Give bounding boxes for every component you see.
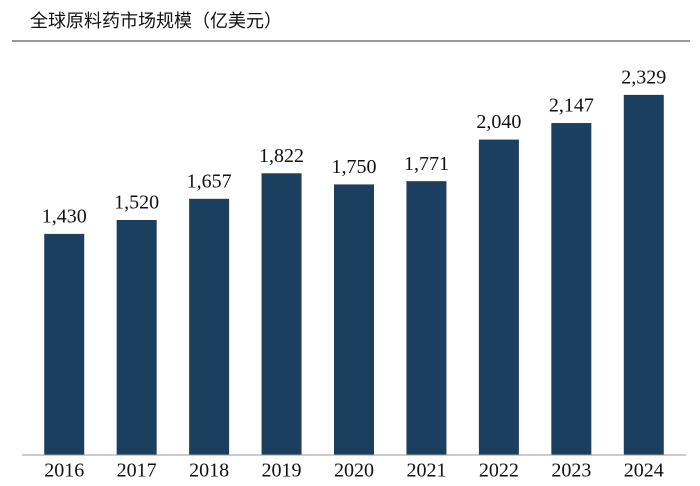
x-tick-label: 2018 bbox=[189, 460, 229, 482]
bar bbox=[478, 139, 519, 456]
value-label: 1,771 bbox=[404, 153, 449, 175]
value-label: 1,822 bbox=[259, 145, 304, 167]
x-tick-label: 2020 bbox=[334, 460, 374, 482]
bar bbox=[44, 233, 85, 455]
x-tick-label: 2021 bbox=[406, 460, 446, 482]
x-tick-label: 2016 bbox=[44, 460, 84, 482]
bar bbox=[116, 219, 157, 455]
bar bbox=[334, 184, 374, 455]
bar bbox=[623, 94, 664, 456]
value-label: 1,520 bbox=[114, 192, 159, 214]
bar bbox=[551, 123, 592, 455]
x-tick-label: 2017 bbox=[117, 460, 157, 482]
value-label: 2,147 bbox=[549, 95, 594, 117]
x-tick-label: 2023 bbox=[551, 460, 591, 482]
value-label: 2,329 bbox=[621, 66, 666, 88]
x-tick-label: 2024 bbox=[624, 460, 664, 482]
bar bbox=[406, 181, 447, 455]
value-label: 2,040 bbox=[476, 111, 521, 133]
x-tick-label: 2019 bbox=[262, 460, 302, 482]
x-tick-label: 2022 bbox=[479, 460, 519, 482]
bar bbox=[261, 173, 302, 455]
chart-title: 全球原料药市场规模（亿美元） bbox=[30, 11, 282, 32]
value-label: 1,657 bbox=[187, 170, 232, 192]
value-label: 1,430 bbox=[42, 205, 87, 227]
value-label: 1,750 bbox=[332, 156, 377, 178]
bar bbox=[189, 198, 230, 455]
